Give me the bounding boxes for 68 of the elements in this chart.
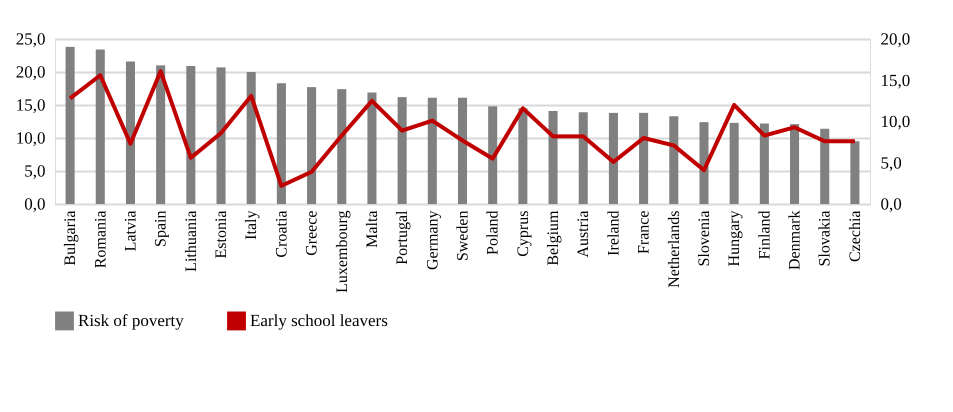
x-tick-label: Slovakia	[816, 210, 834, 266]
x-tick-label: Germany	[424, 210, 442, 270]
legend-label: Early school leavers	[250, 310, 388, 330]
bar	[428, 98, 437, 204]
x-tick-label: Portugal	[394, 210, 412, 265]
x-tick-label: Austria	[575, 210, 592, 258]
x-tick-label: Finland	[756, 210, 774, 260]
bar	[337, 89, 346, 204]
bar	[126, 61, 135, 204]
bar	[276, 83, 286, 204]
x-tick-label: Poland	[484, 210, 502, 255]
bar	[639, 112, 648, 204]
bar	[608, 112, 618, 204]
bar	[398, 97, 407, 204]
y-tick-label: 5,0	[24, 162, 46, 180]
x-tick-label: Greece	[304, 210, 321, 256]
x-tick-label: Sweden	[454, 210, 472, 262]
x-tick-label: Bulgaria	[62, 210, 80, 266]
x-tick-label: Netherlands	[666, 210, 683, 288]
bar	[186, 66, 196, 204]
x-tick-label: Hungary	[726, 210, 744, 266]
bar	[96, 50, 105, 204]
x-tick-label: Spain	[152, 210, 170, 247]
bar	[367, 92, 376, 204]
y2-tick-label: 0,0	[880, 194, 902, 214]
bar	[156, 65, 166, 204]
bar	[216, 67, 226, 204]
x-tick-label: Croatia	[273, 210, 290, 258]
x-tick-label: Italy	[243, 210, 260, 240]
y-tick-label: 25,0	[16, 30, 46, 48]
x-tick-label: Estonia	[213, 210, 230, 258]
bar	[518, 108, 528, 204]
x-tick-label: Czechia	[846, 210, 864, 262]
line-series	[68, 69, 857, 188]
bar	[820, 128, 830, 204]
bar	[578, 112, 588, 204]
x-tick-label: Luxembourg	[334, 210, 351, 293]
x-tick-label: Slovenia	[696, 210, 713, 266]
y-tick-label: 10,0	[16, 128, 46, 148]
y2-tick-label: 10,0	[880, 112, 910, 131]
x-tick-label: France	[636, 210, 653, 254]
bar	[548, 110, 558, 204]
x-tick-label: Ireland	[605, 210, 622, 256]
bar	[66, 46, 75, 204]
x-tick-label: Malta	[364, 210, 381, 248]
legend-label: Risk of poverty	[78, 310, 184, 330]
bar	[307, 87, 316, 204]
x-tick-label: Denmark	[786, 210, 804, 270]
x-tick-label: Lithuania	[182, 210, 200, 272]
bar	[458, 98, 468, 204]
y2-tick-label: 15,0	[880, 70, 910, 90]
x-tick-label: Romania	[92, 210, 110, 268]
y2-tick-label: 5,0	[880, 153, 902, 172]
y-tick-label: 15,0	[16, 96, 46, 114]
x-tick-label: Latvia	[122, 210, 140, 252]
y2-tick-label: 20,0	[880, 30, 910, 48]
y-tick-label: 20,0	[16, 62, 46, 82]
bar	[699, 122, 709, 204]
bar	[730, 122, 739, 204]
bar	[850, 141, 860, 204]
bar	[669, 116, 678, 204]
x-tick-label: Belgium	[545, 210, 562, 266]
x-tick-label: Cyprus	[514, 210, 532, 257]
bar	[790, 124, 800, 204]
bar	[760, 123, 769, 204]
bar	[488, 106, 498, 204]
bar	[246, 72, 256, 204]
y-tick-label: 0,0	[24, 194, 46, 214]
